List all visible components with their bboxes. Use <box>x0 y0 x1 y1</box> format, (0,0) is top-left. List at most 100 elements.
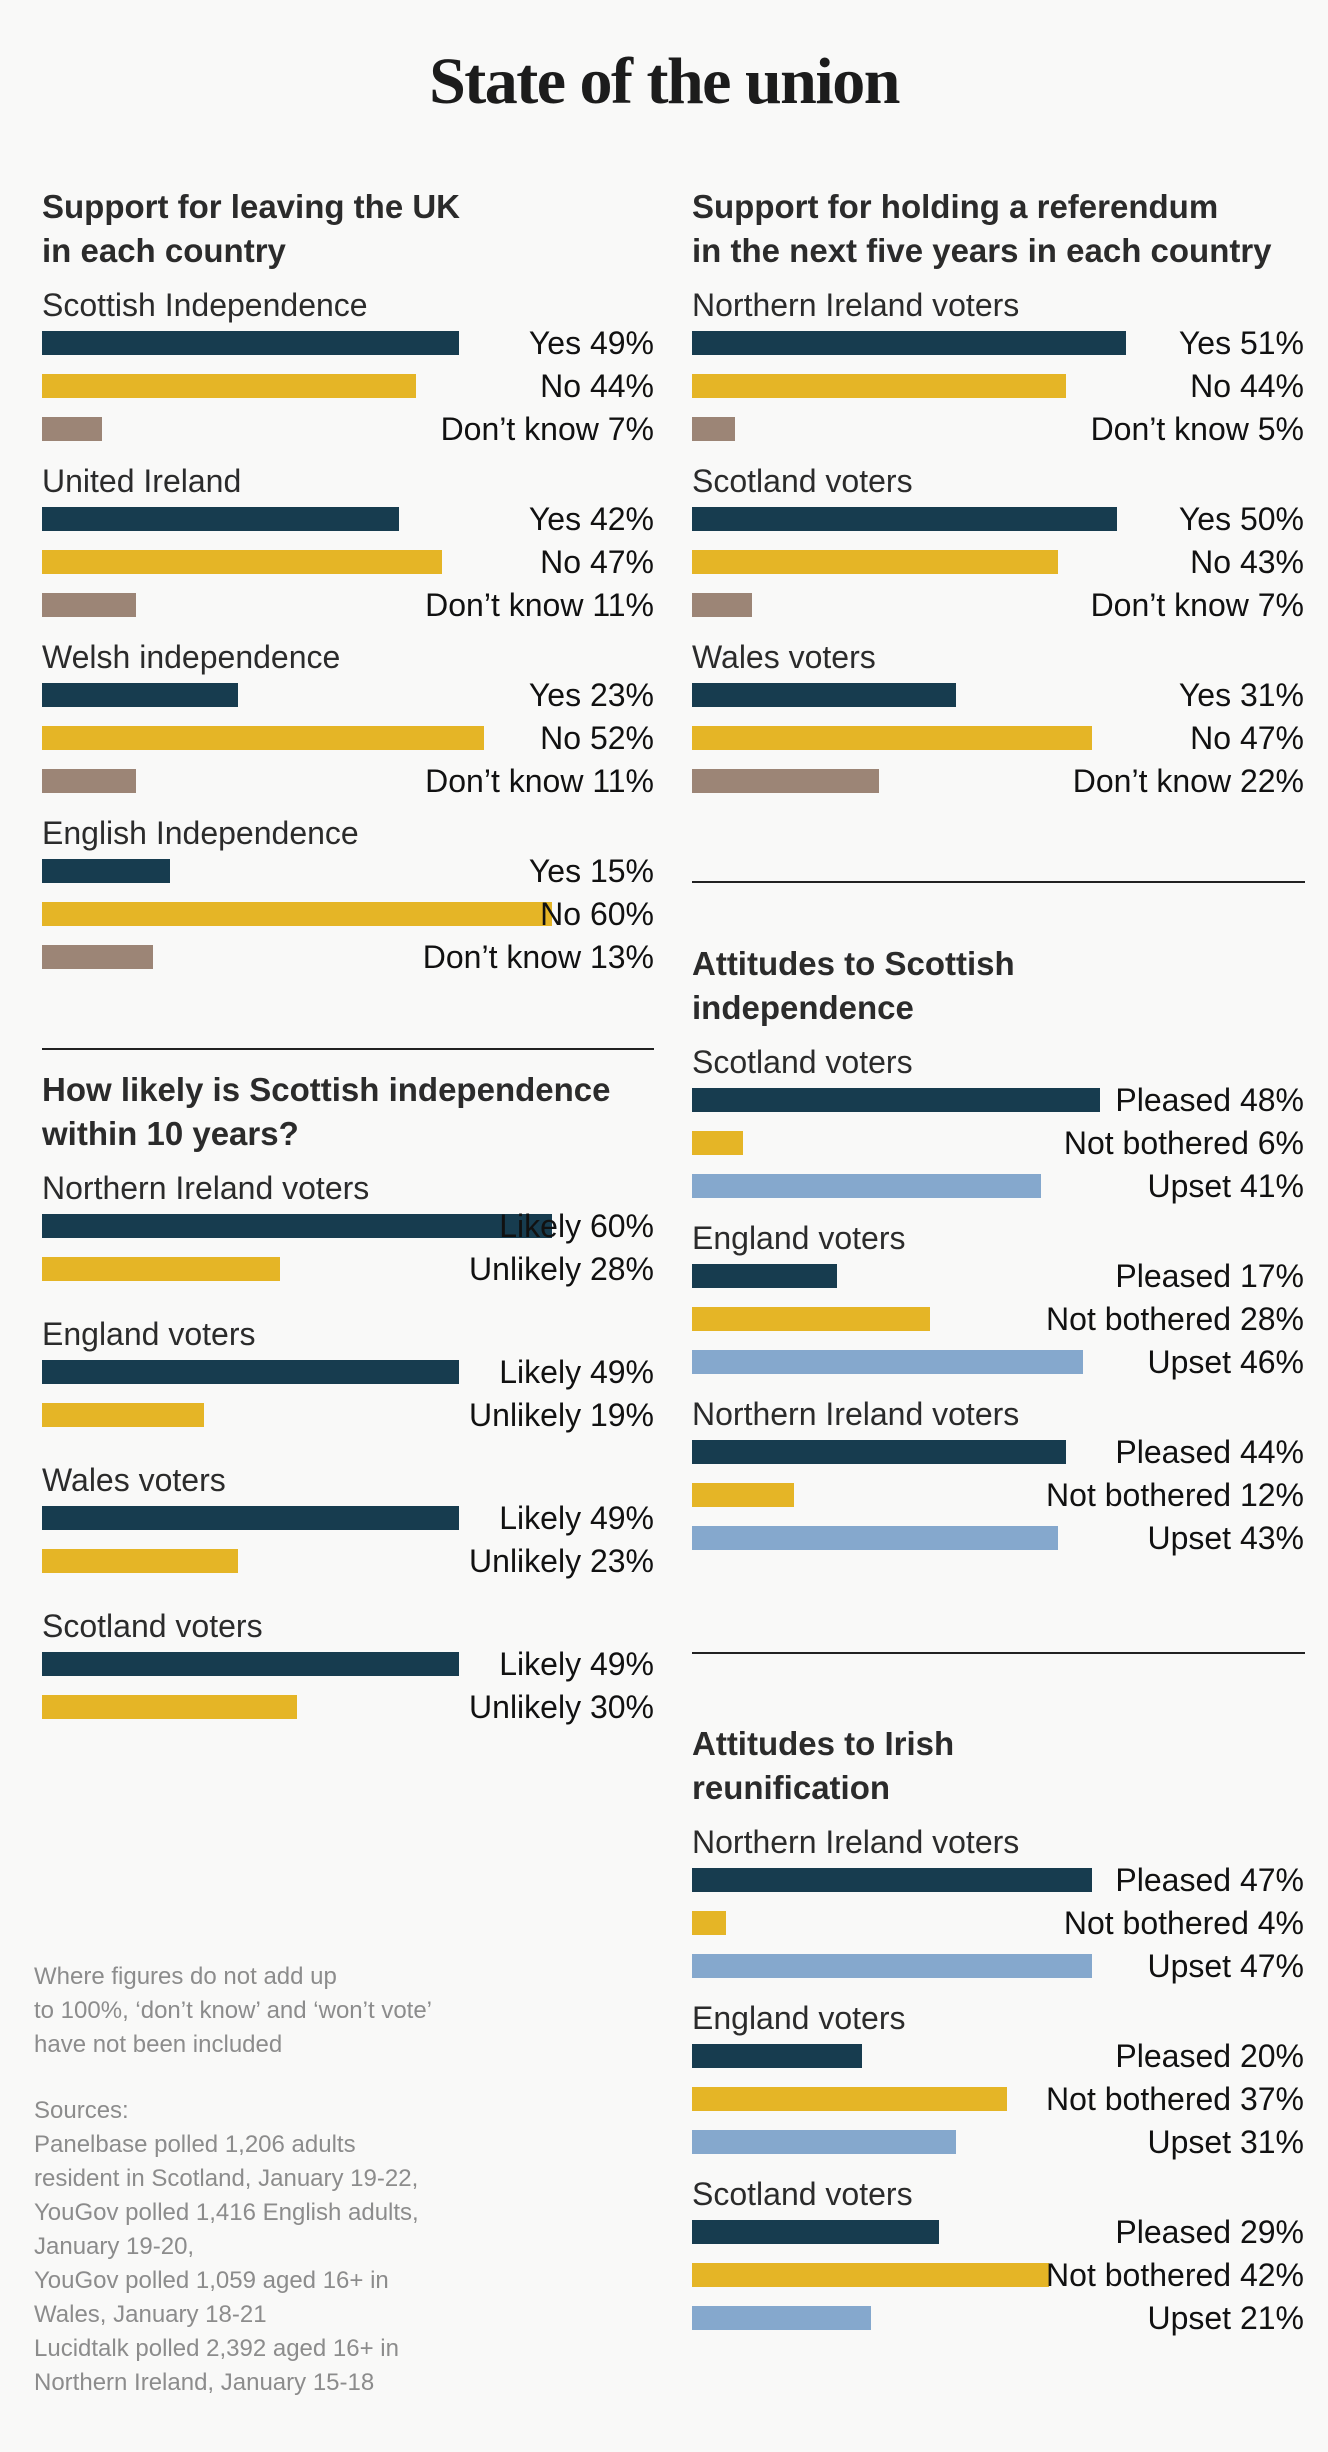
bar-pleased <box>692 2044 862 2068</box>
footnote-disclaimer: Where figures do not add up to 100%, ‘do… <box>34 1960 432 2062</box>
bar-row: Not bothered 28% <box>692 1299 1304 1342</box>
bar-don-t-know <box>42 945 153 969</box>
value-label: Pleased 29% <box>1115 2214 1304 2250</box>
divider <box>692 1652 1305 1654</box>
note-line: Wales, January 18-21 <box>34 2301 267 2328</box>
bar-don-t-know <box>692 417 735 441</box>
value-label: No 52% <box>540 720 654 756</box>
bar-row: No 47% <box>692 718 1304 761</box>
value-label: No 43% <box>1190 544 1304 580</box>
divider <box>42 1048 654 1050</box>
bar-upset <box>692 1174 1041 1198</box>
bar-group: Wales voters Yes 31% No 47% Don’t know 22% <box>692 639 1304 804</box>
value-label: Likely 49% <box>499 1354 654 1390</box>
bar-row: Unlikely 30% <box>42 1687 654 1730</box>
value-label: Upset 21% <box>1147 2300 1304 2336</box>
bar-group: Northern Ireland voters Likely 60% Unlikel… <box>42 1170 654 1292</box>
bar-group: Scotland voters Likely 49% Unlikely 30% <box>42 1608 654 1730</box>
right-column: Support for holding a referendum in the n… <box>692 0 1305 2452</box>
section-title-line: reunification <box>692 1769 891 1806</box>
group-label: Northern Ireland voters <box>692 1396 1020 1432</box>
bar-no <box>692 726 1092 750</box>
chart-attitudes-irish: Attitudes to Irish reunification Northern … <box>692 1722 1304 2341</box>
note-line: Sources: <box>34 2097 129 2124</box>
value-label: Upset 47% <box>1147 1948 1304 1984</box>
group-label: England voters <box>42 1316 256 1352</box>
value-label: Yes 42% <box>528 501 654 537</box>
section-title-line: within 10 years? <box>42 1115 299 1152</box>
group-label: Scotland voters <box>692 1044 913 1080</box>
left-column: Support for leaving the UK in each countr… <box>42 0 654 2452</box>
section-title: Support for holding a referendum in the n… <box>692 185 1304 273</box>
bar-row: Don’t know 7% <box>42 409 654 452</box>
value-label: Yes 31% <box>1178 677 1304 713</box>
bar-don-t-know <box>42 593 136 617</box>
bar-row: Upset 46% <box>692 1342 1304 1385</box>
group-label: Northern Ireland voters <box>42 1170 370 1206</box>
bar-row: No 60% <box>42 894 654 937</box>
value-label: Likely 49% <box>499 1646 654 1682</box>
bar-not-bothered <box>692 1483 794 1507</box>
bar-row: Not bothered 6% <box>692 1123 1304 1166</box>
note-line: resident in Scotland, January 19-22, <box>34 2165 419 2192</box>
bar-likely <box>42 1506 459 1530</box>
bar-row: No 47% <box>42 542 654 585</box>
value-label: No 60% <box>540 896 654 932</box>
value-label: Pleased 17% <box>1115 1258 1304 1294</box>
section-title-line: Support for leaving the UK <box>42 188 461 225</box>
bar-don-t-know <box>42 417 102 441</box>
bar-row: Upset 21% <box>692 2298 1304 2341</box>
bar-row: Don’t know 5% <box>692 409 1304 452</box>
note-line: have not been included <box>34 2031 283 2058</box>
bar-row: Not bothered 4% <box>692 1903 1304 1946</box>
bar-upset <box>692 1954 1092 1978</box>
value-label: Yes 15% <box>528 853 654 889</box>
value-label: Don’t know 11% <box>425 587 654 623</box>
bar-row: Likely 49% <box>42 1644 654 1687</box>
bar-row: Yes 50% <box>692 499 1304 542</box>
bar-row: No 44% <box>692 366 1304 409</box>
section-title-line: Attitudes to Irish <box>692 1725 955 1762</box>
group-label: Scotland voters <box>692 2176 913 2212</box>
value-label: Unlikely 30% <box>469 1689 654 1725</box>
bar-row: Upset 41% <box>692 1166 1304 1209</box>
bar-group: Wales voters Likely 49% Unlikely 23% <box>42 1462 654 1584</box>
bar-group: United Ireland Yes 42% No 47% Don’t know 11… <box>42 463 654 628</box>
bar-row: Upset 43% <box>692 1518 1304 1561</box>
value-label: Don’t know 5% <box>1090 411 1304 447</box>
bar-yes <box>42 683 238 707</box>
bar-row: Pleased 17% <box>692 1256 1304 1299</box>
value-label: Not bothered 42% <box>1046 2257 1304 2293</box>
bar-pleased <box>692 1868 1092 1892</box>
value-label: Upset 43% <box>1147 1520 1304 1556</box>
chart-attitudes-scottish: Attitudes to Scottish independence Scotlan… <box>692 942 1304 1561</box>
value-label: Don’t know 11% <box>425 763 654 799</box>
value-label: Not bothered 12% <box>1046 1477 1304 1513</box>
bar-row: Yes 51% <box>692 323 1304 366</box>
bar-row: Don’t know 11% <box>42 585 654 628</box>
bar-row: Yes 15% <box>42 851 654 894</box>
value-label: Not bothered 37% <box>1046 2081 1304 2117</box>
bar-row: Pleased 47% <box>692 1860 1304 1903</box>
footnote-sources: Sources: Panelbase polled 1,206 adults r… <box>34 2094 419 2400</box>
value-label: Unlikely 23% <box>469 1543 654 1579</box>
value-label: Likely 49% <box>499 1500 654 1536</box>
group-label: Scottish Independence <box>42 287 368 323</box>
value-label: Unlikely 19% <box>469 1397 654 1433</box>
bar-no <box>42 374 416 398</box>
bar-row: No 43% <box>692 542 1304 585</box>
bar-upset <box>692 2306 871 2330</box>
bar-unlikely <box>42 1695 297 1719</box>
group-label: Welsh independence <box>42 639 341 675</box>
group-label: England voters <box>692 1220 906 1256</box>
bar-not-bothered <box>692 2087 1007 2111</box>
bar-group: England voters Pleased 20% Not bothered 37… <box>692 2000 1304 2165</box>
bar-unlikely <box>42 1257 280 1281</box>
note-line: to 100%, ‘don’t know’ and ‘won’t vote’ <box>34 1997 433 2024</box>
bar-upset <box>692 1526 1058 1550</box>
value-label: Pleased 48% <box>1115 1082 1304 1118</box>
bar-upset <box>692 1350 1083 1374</box>
note-line: Lucidtalk polled 2,392 aged 16+ in <box>34 2335 399 2362</box>
bar-unlikely <box>42 1549 238 1573</box>
section-title-line: Support for holding a referendum <box>692 188 1219 225</box>
